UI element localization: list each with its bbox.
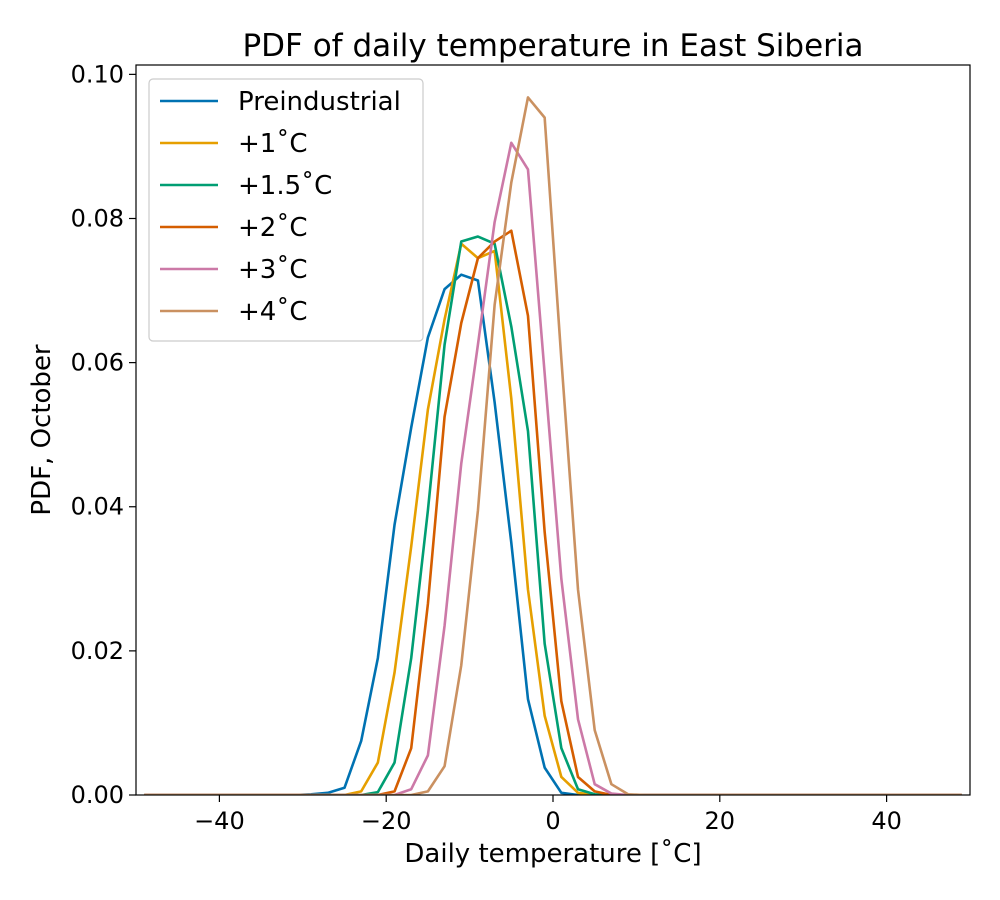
y-tick-label: 0.10 (71, 60, 124, 88)
y-axis-label: PDF, October (27, 344, 57, 516)
series-line-6 (144, 96, 962, 795)
plot-area (144, 96, 962, 795)
legend-label-1: Preindustrial (238, 87, 401, 117)
legend-label-6: +4˚C (238, 297, 307, 327)
x-axis-label: Daily temperature [˚C] (404, 839, 701, 869)
x-tick-label: 40 (871, 807, 902, 835)
x-tick-label: −20 (361, 807, 412, 835)
x-tick-label: 0 (545, 807, 560, 835)
series-line-2 (144, 242, 962, 795)
y-tick-label: 0.04 (71, 493, 124, 521)
axes: −40 −20 0 20 40 0.00 0.02 0.04 0.06 0.08 0.10 (71, 60, 971, 835)
y-tick-label: 0.02 (71, 637, 124, 665)
legend: Preindustrial +1˚C +1.5˚C +2˚C +3˚C +4˚C (148, 78, 424, 342)
legend-label-4: +2˚C (238, 213, 307, 243)
series-line-1 (144, 273, 962, 795)
x-tick-label: −40 (194, 807, 245, 835)
chart-title: PDF of daily temperature in East Siberia (242, 28, 863, 64)
legend-label-5: +3˚C (238, 255, 307, 285)
y-tick-label: 0.06 (71, 349, 124, 377)
x-tick-label: 20 (705, 807, 736, 835)
legend-label-3: +1.5˚C (238, 171, 332, 201)
series-line-3 (144, 235, 962, 795)
y-tick-label: 0.08 (71, 204, 124, 232)
series-line-5 (144, 141, 962, 795)
legend-label-2: +1˚C (238, 129, 307, 159)
y-tick-label: 0.00 (71, 781, 124, 809)
legend-box (148, 78, 424, 342)
series-line-4 (144, 229, 962, 795)
